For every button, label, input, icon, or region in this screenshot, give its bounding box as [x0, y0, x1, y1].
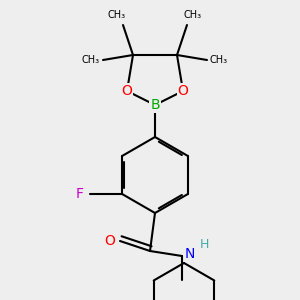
Text: N: N: [185, 247, 195, 261]
Text: O: O: [178, 84, 188, 98]
Text: CH₃: CH₃: [184, 10, 202, 20]
Text: O: O: [122, 84, 132, 98]
Text: CH₃: CH₃: [82, 55, 100, 65]
Text: CH₃: CH₃: [210, 55, 228, 65]
Text: H: H: [200, 238, 209, 250]
Text: B: B: [150, 98, 160, 112]
Text: CH₃: CH₃: [108, 10, 126, 20]
Text: O: O: [105, 234, 116, 248]
Text: F: F: [76, 187, 84, 201]
